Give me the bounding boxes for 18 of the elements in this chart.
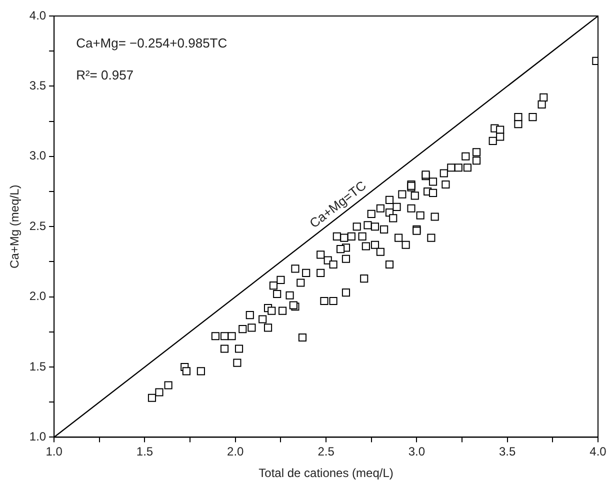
- annotation: Ca+Mg= −0.254+0.985TC: [76, 36, 228, 51]
- x-tick-label: 3.0: [408, 444, 426, 459]
- x-tick-label: 2.5: [318, 444, 335, 459]
- x-tick-label: 1.0: [46, 444, 63, 459]
- x-axis-title: Total de cationes (meq/L): [258, 466, 394, 480]
- y-tick-label: 3.5: [29, 78, 46, 93]
- x-tick-label: 2.0: [227, 444, 244, 459]
- x-tick-label: 3.5: [499, 444, 516, 459]
- y-tick-label: 3.0: [29, 148, 46, 163]
- x-tick-label: 1.5: [136, 444, 154, 459]
- y-tick-label: 1.5: [29, 359, 46, 374]
- y-tick-label: 4.0: [29, 8, 46, 22]
- y-tick-label: 2.0: [29, 289, 46, 304]
- y-tick-label: 1.0: [29, 430, 46, 444]
- x-tick-label: 4.0: [590, 444, 607, 459]
- y-axis-title: Ca+Mg (meq/L): [8, 184, 22, 268]
- annotation: R²= 0.957: [76, 68, 134, 83]
- y-tick-label: 2.5: [29, 218, 46, 233]
